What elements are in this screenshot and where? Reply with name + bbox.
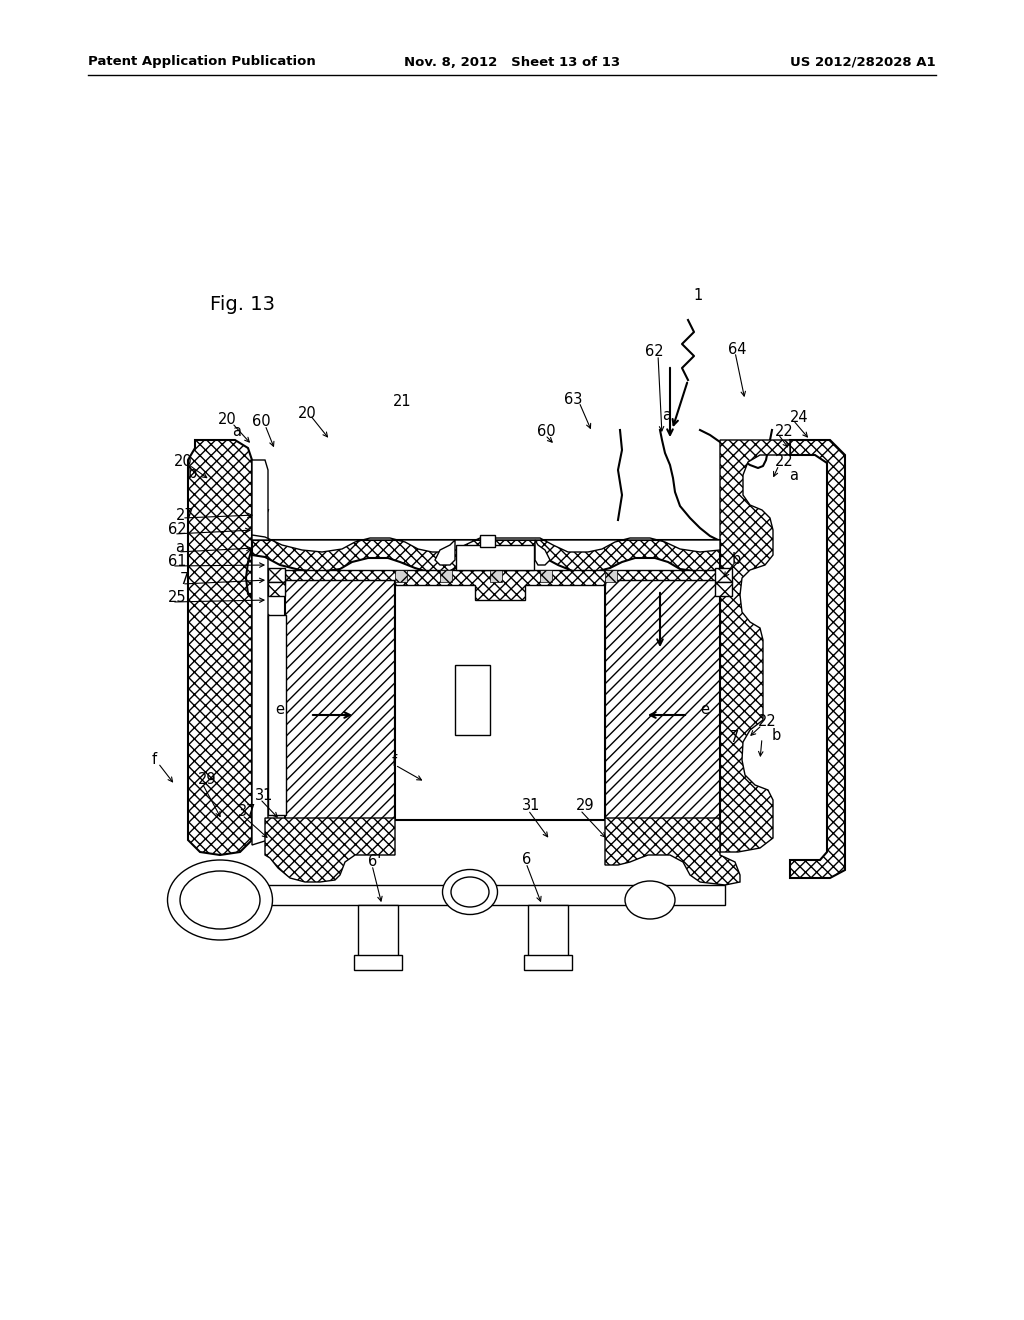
Text: a: a	[175, 540, 184, 556]
Text: Nov. 8, 2012   Sheet 13 of 13: Nov. 8, 2012 Sheet 13 of 13	[403, 55, 621, 69]
Text: 1: 1	[693, 288, 702, 302]
Text: 7: 7	[730, 730, 739, 746]
Text: 7: 7	[180, 573, 189, 587]
Text: 25: 25	[168, 590, 186, 606]
Text: e: e	[275, 702, 284, 718]
Text: 21: 21	[393, 395, 412, 409]
Text: 37: 37	[238, 804, 256, 820]
Bar	[715, 568, 732, 582]
Polygon shape	[435, 540, 455, 565]
Text: a: a	[232, 425, 241, 440]
Text: 27: 27	[176, 507, 195, 523]
Text: US 2012/282028 A1: US 2012/282028 A1	[791, 55, 936, 69]
Text: f: f	[152, 752, 157, 767]
Text: 22: 22	[775, 425, 794, 440]
Text: 22: 22	[775, 454, 794, 470]
Bar	[490, 570, 502, 582]
Text: Patent Application Publication: Patent Application Publication	[88, 55, 315, 69]
Bar	[265, 884, 725, 906]
Text: Fig. 13: Fig. 13	[210, 296, 275, 314]
Bar	[268, 568, 285, 582]
Polygon shape	[265, 818, 395, 882]
Bar	[540, 570, 552, 582]
Text: 24: 24	[790, 411, 809, 425]
Text: b: b	[732, 553, 741, 568]
Ellipse shape	[442, 870, 498, 915]
Text: 31: 31	[255, 788, 273, 804]
Bar	[524, 954, 572, 970]
Bar	[358, 906, 398, 960]
Polygon shape	[252, 540, 720, 572]
Bar	[268, 615, 286, 814]
Ellipse shape	[625, 880, 675, 919]
Polygon shape	[605, 579, 720, 820]
Bar	[354, 954, 402, 970]
Text: 6: 6	[522, 853, 531, 867]
Polygon shape	[720, 440, 790, 851]
Polygon shape	[285, 579, 395, 820]
Bar	[605, 570, 617, 582]
Bar	[528, 906, 568, 960]
Polygon shape	[535, 540, 550, 565]
Ellipse shape	[180, 871, 260, 929]
Text: b: b	[772, 727, 781, 742]
Text: 62: 62	[168, 523, 186, 537]
Text: e: e	[700, 702, 709, 718]
Polygon shape	[285, 570, 720, 601]
Text: 60: 60	[537, 425, 556, 440]
Bar	[480, 535, 495, 546]
Polygon shape	[188, 440, 252, 855]
Text: 20: 20	[218, 412, 237, 428]
Text: f: f	[392, 755, 397, 770]
Bar	[395, 579, 605, 820]
Polygon shape	[252, 535, 720, 552]
Text: a: a	[790, 467, 798, 483]
Text: 31: 31	[522, 799, 541, 813]
Bar	[268, 582, 285, 597]
Text: a: a	[662, 408, 671, 422]
Text: 63: 63	[564, 392, 583, 408]
Text: 22: 22	[758, 714, 777, 730]
Bar	[715, 582, 732, 597]
Text: b: b	[188, 466, 198, 482]
Text: 20: 20	[174, 454, 193, 470]
Text: 20: 20	[298, 405, 316, 421]
Text: 6': 6'	[368, 854, 381, 870]
Bar	[455, 665, 490, 735]
Text: 29: 29	[198, 772, 217, 788]
Text: 64: 64	[728, 342, 746, 358]
Text: 60: 60	[252, 414, 270, 429]
Bar	[456, 545, 534, 570]
Polygon shape	[252, 459, 268, 845]
Ellipse shape	[451, 876, 489, 907]
Polygon shape	[605, 818, 740, 884]
Ellipse shape	[168, 861, 272, 940]
Text: 62: 62	[645, 345, 664, 359]
Text: 61: 61	[168, 554, 186, 569]
Bar	[440, 570, 452, 582]
Bar	[395, 570, 407, 582]
Text: 29: 29	[575, 799, 595, 813]
Polygon shape	[790, 440, 845, 878]
